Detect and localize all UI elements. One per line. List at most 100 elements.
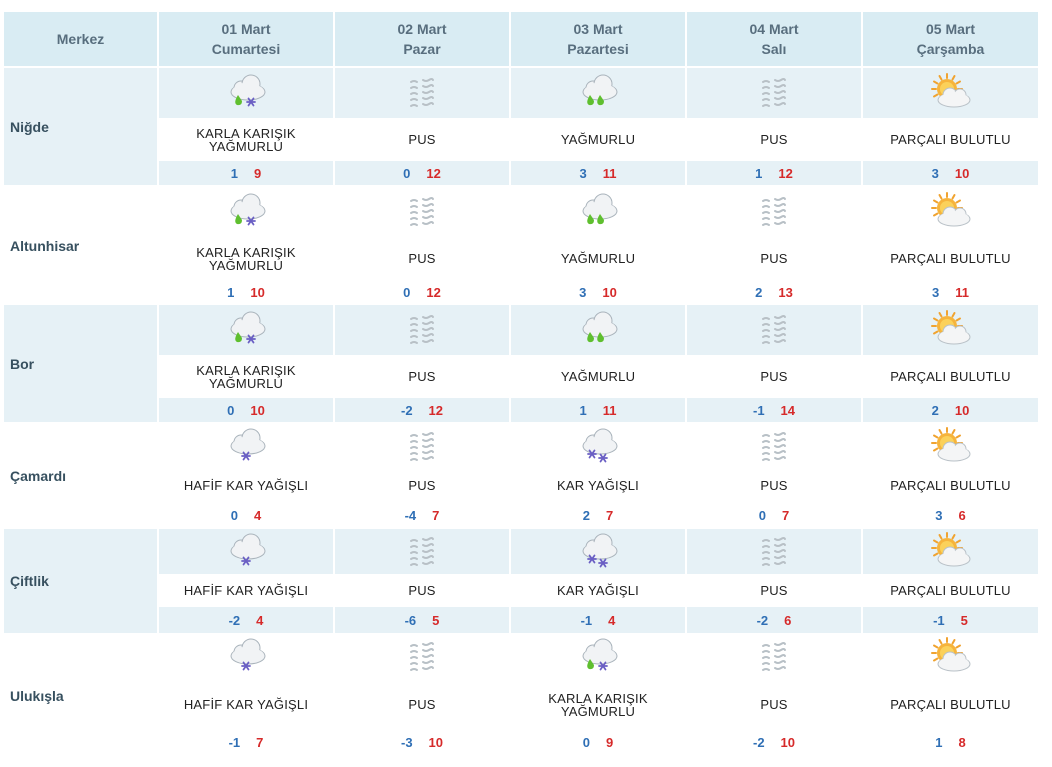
icon-band (159, 187, 333, 237)
min-temp: -2 (752, 735, 765, 750)
partly-cloudy-icon (927, 531, 975, 572)
forecast-cell: KARLA KARIŞIK YAĞMURLU 0 10 (159, 305, 333, 422)
min-temp: -2 (756, 612, 769, 628)
forecast-cell: PUS -2 10 (687, 634, 861, 758)
temperature-band: 1 8 (863, 729, 1038, 756)
icon-band (159, 68, 333, 118)
min-temp: 1 (755, 165, 763, 181)
icon-band (159, 634, 333, 679)
rain-icon (576, 73, 620, 113)
condition-text: YAĞMURLU (511, 239, 685, 278)
fog-icon (402, 637, 442, 677)
condition-text: PUS (687, 471, 861, 500)
condition-text: YAĞMURLU (511, 357, 685, 396)
fog-icon (754, 73, 794, 113)
temperature-band: 3 6 (863, 502, 1038, 528)
city-row: Altunhisar KARLA KARIŞIK YAĞMURLU 1 10 PUS… (4, 187, 1038, 304)
condition-text: PARÇALI BULUTLU (863, 357, 1038, 396)
icon-band (335, 68, 509, 118)
temperature-band: -1 4 (511, 607, 685, 633)
max-temp: 7 (606, 507, 614, 523)
forecast-cell: PUS -3 10 (335, 634, 509, 758)
max-temp: 12 (426, 284, 441, 300)
min-temp: 1 (935, 735, 943, 750)
condition-text: PUS (687, 682, 861, 727)
temperature-band: -1 5 (863, 607, 1038, 633)
fog-icon (754, 310, 794, 350)
icon-band (335, 187, 509, 237)
city-name: Çiftlik (4, 529, 157, 633)
fog-icon (754, 192, 794, 232)
condition-line: HAFİF KAR YAĞIŞLI (183, 697, 309, 712)
forecast-cell: PARÇALI BULUTLU 3 6 (863, 424, 1038, 528)
condition-line: KAR YAĞIŞLI (557, 478, 639, 493)
max-temp: 9 (254, 165, 262, 181)
icon-band (159, 529, 333, 574)
condition-line: YAĞMURLU (560, 703, 636, 719)
condition-text: PUS (687, 120, 861, 159)
condition-text: HAFİF KAR YAĞIŞLI (159, 682, 333, 727)
forecast-cell: HAFİF KAR YAĞIŞLI 0 4 (159, 424, 333, 528)
max-temp: 5 (960, 612, 968, 628)
day-weekday: Cumartesi (211, 41, 281, 57)
temperature-band: -2 10 (687, 729, 861, 756)
temperature-band: 0 10 (159, 398, 333, 422)
max-temp: 7 (256, 735, 264, 750)
min-temp: 1 (579, 402, 587, 418)
condition-line: PUS (760, 697, 788, 712)
day-weekday: Çarşamba (916, 41, 985, 57)
icon-band (335, 305, 509, 355)
light-snow-icon (224, 637, 268, 677)
min-temp: 2 (755, 284, 763, 300)
max-temp: 12 (426, 165, 441, 181)
rain-icon (576, 192, 620, 232)
condition-text: PARÇALI BULUTLU (863, 120, 1038, 159)
max-temp: 10 (954, 165, 970, 181)
day-header: 03 Mart Pazartesi (511, 12, 685, 66)
forecast-cell: PUS 1 12 (687, 68, 861, 185)
temperature-band: -2 12 (335, 398, 509, 422)
partly-cloudy-icon (927, 426, 975, 467)
temperature-band: 0 12 (335, 280, 509, 304)
day-header: 04 Mart Salı (687, 12, 861, 66)
temperature-band: 0 9 (511, 729, 685, 756)
icon-band (511, 424, 685, 469)
condition-line: YAĞMURLU (560, 369, 636, 384)
condition-line: PUS (760, 132, 788, 147)
city-row: Ulukışla HAFİF KAR YAĞIŞLI -1 7 PUS -3 10… (4, 634, 1038, 758)
fog-icon (754, 427, 794, 467)
condition-line: PUS (408, 697, 436, 712)
condition-line: YAĞMURLU (560, 251, 636, 266)
forecast-cell: KAR YAĞIŞLI -1 4 (511, 529, 685, 633)
max-temp: 6 (784, 612, 792, 628)
icon-band (863, 68, 1038, 118)
condition-text: PARÇALI BULUTLU (863, 239, 1038, 278)
forecast-cell: PUS 0 12 (335, 187, 509, 304)
min-temp: 2 (582, 507, 590, 523)
forecast-cell: PUS -4 7 (335, 424, 509, 528)
max-temp: 4 (256, 612, 264, 628)
day-date: 03 Mart (573, 21, 623, 37)
condition-text: PUS (687, 239, 861, 278)
icon-band (159, 305, 333, 355)
max-temp: 10 (780, 735, 796, 750)
city-row: Niğde KARLA KARIŞIK YAĞMURLU 1 9 PUS 0 12 … (4, 68, 1038, 185)
condition-line: PUS (408, 478, 436, 493)
condition-text: PUS (335, 576, 509, 605)
condition-line: YAĞMURLU (208, 257, 284, 273)
temperature-band: 1 9 (159, 161, 333, 185)
day-date: 04 Mart (749, 21, 799, 37)
icon-band (863, 305, 1038, 355)
temperature-band: 0 7 (687, 502, 861, 528)
condition-line: HAFİF KAR YAĞIŞLI (183, 583, 309, 598)
min-temp: 3 (579, 284, 587, 300)
condition-text: PARÇALI BULUTLU (863, 471, 1038, 500)
icon-band (159, 424, 333, 469)
max-temp: 4 (254, 507, 262, 523)
rain-snow-icon (224, 192, 268, 232)
icon-band (511, 634, 685, 679)
city-name: Bor (4, 305, 157, 422)
condition-line: PARÇALI BULUTLU (890, 697, 1011, 712)
day-header: 02 Mart Pazar (335, 12, 509, 66)
icon-band (863, 634, 1038, 679)
